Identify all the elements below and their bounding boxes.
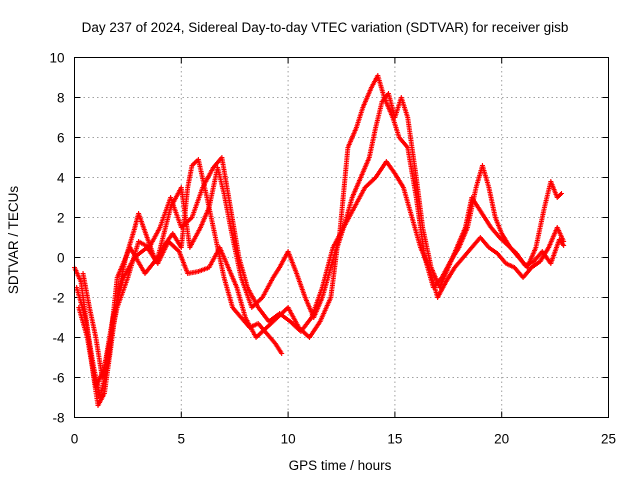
plot-frame [74,57,609,418]
x-tick-label: 15 [387,432,402,447]
x-tick-label: 20 [494,432,509,447]
satellite-track-4 [80,155,567,380]
data-series [72,73,567,408]
y-tick-label: -4 [52,331,64,346]
data-point [279,351,285,356]
x-tick-label: 25 [601,432,616,447]
data-point [557,192,563,197]
y-tick-label: 4 [57,171,65,186]
chart-title: Day 237 of 2024, Sidereal Day-to-day VTE… [82,20,569,35]
satellite-track-2 [74,73,565,400]
y-tick-label: -2 [52,291,64,306]
y-tick-label: -6 [52,371,64,386]
x-tick-labels: 0 5 10 15 20 25 [71,432,616,447]
x-tick-label: 0 [71,432,79,447]
data-point [559,191,565,196]
y-tick-label: 2 [57,211,65,226]
y-tick-label: 10 [49,51,64,66]
x-tick-label: 10 [281,432,296,447]
y-tick-label: 8 [57,91,65,106]
y-tick-labels: -8 -6 -4 -2 0 2 4 6 8 10 [49,51,65,426]
y-axis-label: SDTVAR / TECUs [6,186,21,295]
x-tick-label: 5 [178,432,186,447]
x-axis-label: GPS time / hours [289,458,392,473]
y-tick-label: 6 [57,131,65,146]
data-point [561,239,567,244]
y-tick-label: 0 [57,251,65,266]
y-tick-label: -8 [52,411,64,426]
